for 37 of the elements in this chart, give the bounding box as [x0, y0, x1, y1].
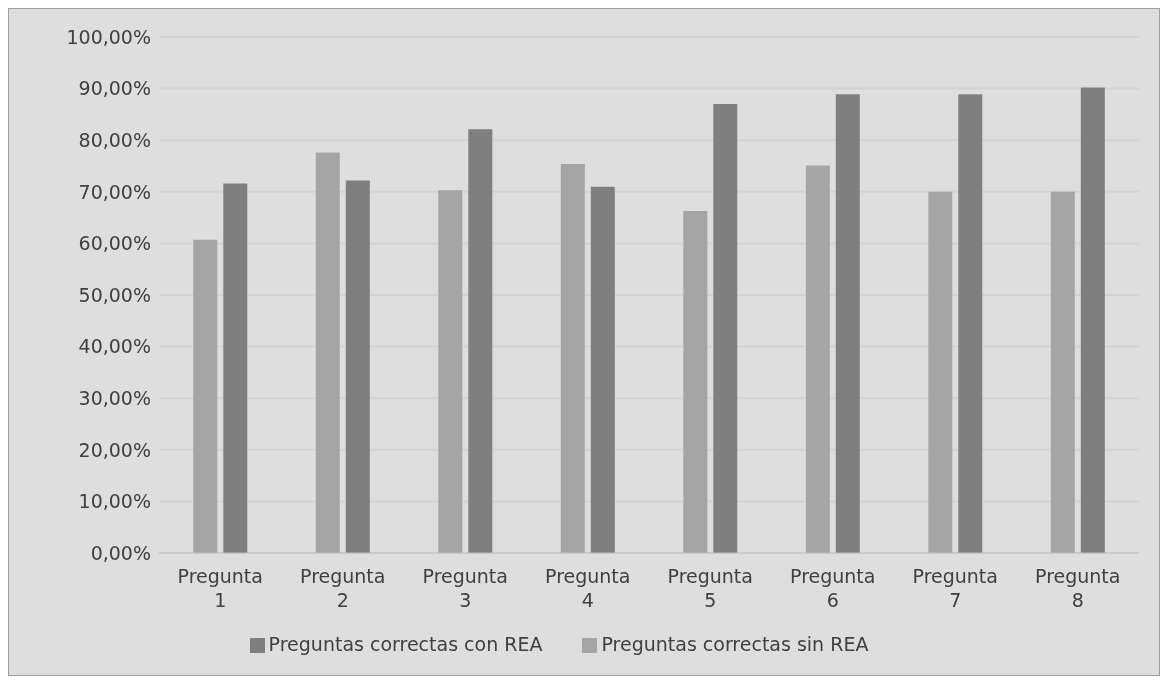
bar — [1080, 87, 1105, 553]
legend-label: Preguntas correctas sin REA — [601, 633, 869, 655]
y-tick-label: 30,00% — [78, 386, 151, 409]
y-tick-label: 60,00% — [78, 232, 151, 255]
y-tick-label: 10,00% — [78, 490, 151, 513]
y-tick-label: 20,00% — [78, 438, 151, 461]
bar — [193, 239, 218, 553]
bar — [223, 183, 248, 553]
bar — [835, 94, 860, 553]
bar — [345, 180, 370, 553]
x-tick-label: Pregunta 6 — [790, 565, 876, 611]
x-tick-label: Pregunta 1 — [177, 565, 263, 611]
bar — [958, 94, 983, 553]
x-tick-label: Pregunta 3 — [422, 565, 508, 611]
bar — [438, 190, 463, 553]
x-tick-label: Pregunta 2 — [300, 565, 386, 611]
bar — [468, 129, 493, 553]
x-tick-label: Pregunta 8 — [1035, 565, 1121, 611]
legend-label: Preguntas correctas con REA — [268, 633, 543, 655]
bar — [928, 191, 953, 553]
y-tick-label: 40,00% — [78, 335, 151, 358]
y-tick-label: 90,00% — [78, 77, 151, 100]
y-tick-label: 50,00% — [78, 283, 151, 306]
bar — [590, 186, 615, 553]
y-tick-label: 100,00% — [66, 25, 151, 48]
bar — [683, 210, 708, 553]
bar — [713, 104, 738, 553]
bar — [315, 152, 340, 553]
y-tick-label: 70,00% — [78, 180, 151, 203]
x-tick-label: Pregunta 5 — [667, 565, 753, 611]
x-tick-label: Pregunta 4 — [545, 565, 631, 611]
x-tick-label: Pregunta 7 — [912, 565, 998, 611]
y-tick-label: 80,00% — [78, 128, 151, 151]
y-tick-label: 0,00% — [90, 541, 151, 564]
bar — [1050, 191, 1075, 553]
bar — [560, 163, 585, 553]
bar — [805, 165, 830, 553]
